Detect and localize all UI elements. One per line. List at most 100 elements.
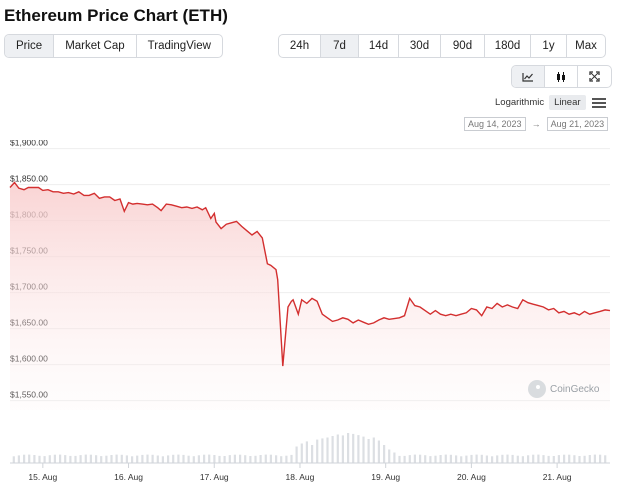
volume-bar (280, 456, 283, 463)
tab-tradingview[interactable]: TradingView (147, 40, 211, 52)
volume-bar (95, 455, 98, 463)
volume-bar (311, 445, 314, 463)
volume-bar (424, 455, 427, 463)
volume-bar (460, 456, 463, 463)
range-90d-button[interactable]: 90d (441, 35, 485, 57)
y-tick-label: $1,850.00 (10, 174, 48, 184)
volume-bar (465, 455, 468, 463)
volume-bar (413, 454, 416, 463)
volume-bar (547, 455, 550, 463)
date-from-input[interactable]: Aug 14, 2023 (464, 117, 526, 131)
volume-bar (203, 454, 206, 463)
volume-bar (228, 455, 231, 463)
chart-tools (511, 65, 612, 88)
volume-bar (290, 454, 293, 463)
volume-bar (28, 454, 31, 463)
volume-bar (38, 455, 41, 463)
scale-toggle: Logarithmic Linear (490, 95, 606, 110)
volume-bar (347, 433, 350, 463)
volume-bar (223, 456, 226, 463)
range-max-button[interactable]: Max (575, 40, 597, 52)
volume-bar (131, 456, 134, 463)
volume-bar (470, 454, 473, 463)
volume-bar (172, 454, 175, 463)
volume-bar (141, 454, 144, 463)
volume-bar (485, 455, 488, 463)
volume-bar (233, 454, 236, 463)
volume-bar (326, 437, 329, 463)
volume-bar (285, 455, 288, 463)
x-tick-label: 17. Aug (200, 472, 229, 482)
tab-market-cap[interactable]: Market Cap (54, 35, 137, 57)
price-chart[interactable]: $1,900.00$1,850.00$1,800.00$1,750.00$1,7… (0, 140, 624, 490)
x-tick-label: 18. Aug (286, 472, 315, 482)
candlestick-icon (557, 71, 565, 82)
volume-bar (43, 456, 46, 463)
volume-bar (69, 455, 72, 463)
volume-bar (244, 455, 247, 463)
price-line (9, 181, 611, 367)
volume-bar (151, 454, 154, 463)
volume-bar (182, 454, 185, 463)
volume-bar (136, 455, 139, 463)
x-tick-label: 20. Aug (457, 472, 486, 482)
volume-bar (449, 454, 452, 463)
volume-bar (331, 436, 334, 463)
coingecko-watermark: CoinGecko (528, 380, 599, 398)
volume-bar (444, 454, 447, 463)
volume-bar (357, 435, 360, 463)
y-tick-label: $1,900.00 (10, 140, 48, 148)
volume-bar (480, 454, 483, 463)
linear-option[interactable]: Linear (549, 95, 586, 110)
range-24h-button[interactable]: 24h (279, 35, 321, 57)
volume-bar (23, 454, 26, 463)
line-chart-button[interactable] (512, 66, 545, 87)
range-180d-button[interactable]: 180d (485, 35, 531, 57)
volume-bar (146, 454, 149, 463)
candlestick-button[interactable] (545, 66, 578, 87)
volume-bar (491, 456, 494, 463)
volume-bar (84, 454, 87, 463)
tab-price[interactable]: Price (5, 35, 55, 57)
volume-bar (439, 455, 442, 463)
volume-bar (192, 456, 195, 463)
volume-bar (269, 454, 272, 463)
volume-bar (455, 455, 458, 463)
volume-bar (563, 454, 566, 463)
volume-bar (367, 439, 370, 463)
volume-bar (403, 455, 406, 463)
volume-bar (64, 455, 67, 463)
volume-bar (115, 454, 118, 463)
range-7d-button[interactable]: 7d (321, 35, 359, 57)
volume-bar (419, 454, 422, 463)
volume-bar (156, 455, 159, 463)
hamburger-menu-icon[interactable] (591, 97, 606, 108)
volume-bar (33, 455, 36, 463)
range-30d-button[interactable]: 30d (399, 35, 441, 57)
volume-bar (578, 456, 581, 463)
volume-bar (599, 454, 602, 463)
date-to-input[interactable]: Aug 21, 2023 (546, 117, 609, 131)
chart-type-tabs: Price Market Cap TradingView (4, 34, 223, 58)
volume-bar (218, 455, 221, 463)
x-tick-label: 16. Aug (114, 472, 143, 482)
volume-bar (521, 456, 524, 463)
volume-bar (372, 437, 375, 463)
volume-bar (604, 455, 607, 463)
logarithmic-option[interactable]: Logarithmic (495, 97, 545, 108)
volume-bar (105, 455, 108, 463)
volume-bar (100, 456, 103, 463)
volume-bar (511, 454, 514, 463)
volume-bar (501, 454, 504, 463)
volume-bar (336, 434, 339, 463)
fullscreen-button[interactable] (578, 66, 611, 87)
volume-bar (475, 454, 478, 463)
volume-bar (300, 443, 303, 463)
range-14d-button[interactable]: 14d (359, 35, 399, 57)
price-area (10, 182, 610, 410)
range-1y-button[interactable]: 1y (531, 35, 567, 57)
volume-bar (161, 456, 164, 463)
volume-bar (398, 455, 401, 463)
volume-bar (187, 455, 190, 463)
volume-bar (388, 449, 391, 463)
